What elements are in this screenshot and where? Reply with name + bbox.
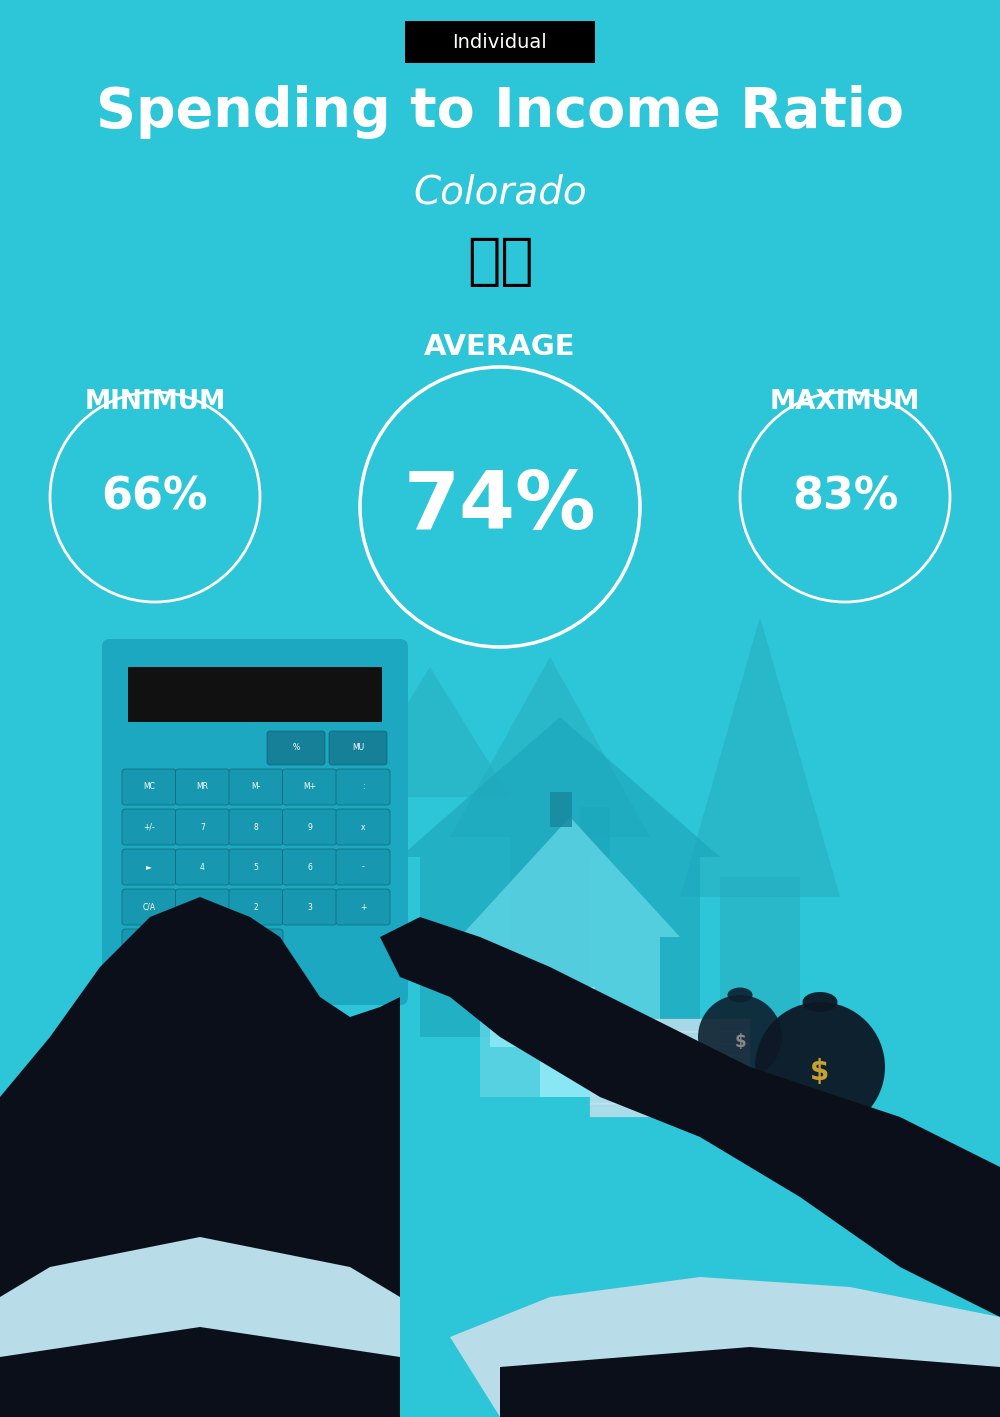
Text: +/-: +/- xyxy=(143,822,155,832)
Text: 0: 0 xyxy=(254,942,258,951)
FancyBboxPatch shape xyxy=(336,849,390,886)
Bar xyxy=(590,1067,750,1081)
Bar xyxy=(590,1056,750,1068)
Text: ►: ► xyxy=(146,863,152,871)
Text: 4: 4 xyxy=(200,863,205,871)
Circle shape xyxy=(755,1002,885,1132)
FancyBboxPatch shape xyxy=(329,731,387,765)
Text: M-: M- xyxy=(251,782,261,792)
Ellipse shape xyxy=(728,988,753,1002)
FancyBboxPatch shape xyxy=(229,888,283,925)
Polygon shape xyxy=(500,1348,1000,1417)
Text: 9: 9 xyxy=(307,822,312,832)
Text: Colorado: Colorado xyxy=(413,173,587,211)
Bar xyxy=(590,1019,750,1033)
Text: 00: 00 xyxy=(144,942,154,951)
Polygon shape xyxy=(0,1326,400,1417)
FancyBboxPatch shape xyxy=(229,809,283,845)
FancyBboxPatch shape xyxy=(336,809,390,845)
FancyBboxPatch shape xyxy=(283,849,336,886)
Text: +: + xyxy=(360,903,366,911)
Bar xyxy=(720,877,800,1097)
Text: M+: M+ xyxy=(303,782,316,792)
Text: 66%: 66% xyxy=(102,476,208,519)
Bar xyxy=(550,988,595,1047)
Bar xyxy=(420,857,700,1037)
Polygon shape xyxy=(0,897,400,1417)
FancyBboxPatch shape xyxy=(102,639,408,1005)
FancyBboxPatch shape xyxy=(176,849,230,886)
Text: 1: 1 xyxy=(200,903,205,911)
Bar xyxy=(580,808,610,857)
FancyBboxPatch shape xyxy=(283,809,336,845)
Ellipse shape xyxy=(802,992,837,1012)
Text: 2: 2 xyxy=(254,903,258,911)
Circle shape xyxy=(698,995,782,1078)
Text: .: . xyxy=(201,942,204,951)
Text: Individual: Individual xyxy=(453,33,547,51)
Text: %: % xyxy=(292,744,300,752)
Bar xyxy=(590,1043,750,1057)
Text: -: - xyxy=(362,863,364,871)
Bar xyxy=(550,792,572,828)
FancyBboxPatch shape xyxy=(336,888,390,925)
FancyBboxPatch shape xyxy=(176,888,230,925)
Polygon shape xyxy=(450,657,650,837)
Bar xyxy=(590,1078,750,1093)
FancyBboxPatch shape xyxy=(122,769,176,805)
Text: MR: MR xyxy=(197,782,209,792)
Text: MAXIMUM: MAXIMUM xyxy=(770,390,920,415)
Text: 🇺🇸: 🇺🇸 xyxy=(467,235,533,289)
Polygon shape xyxy=(460,818,680,937)
Text: MINIMUM: MINIMUM xyxy=(84,390,226,415)
Text: 74%: 74% xyxy=(404,468,596,546)
FancyBboxPatch shape xyxy=(122,888,176,925)
FancyBboxPatch shape xyxy=(229,769,283,805)
FancyBboxPatch shape xyxy=(405,21,595,62)
FancyBboxPatch shape xyxy=(283,769,336,805)
FancyBboxPatch shape xyxy=(229,849,283,886)
Text: 83%: 83% xyxy=(792,476,898,519)
Polygon shape xyxy=(400,717,720,857)
Text: 3: 3 xyxy=(307,903,312,911)
Text: 6: 6 xyxy=(307,863,312,871)
Polygon shape xyxy=(380,917,1000,1417)
Bar xyxy=(590,1032,750,1044)
Text: MU: MU xyxy=(352,744,364,752)
Bar xyxy=(128,667,382,723)
Text: Spending to Income Ratio: Spending to Income Ratio xyxy=(96,85,904,139)
Text: :: : xyxy=(362,782,364,792)
FancyBboxPatch shape xyxy=(229,930,283,965)
Text: AVERAGE: AVERAGE xyxy=(424,333,576,361)
Text: 5: 5 xyxy=(254,863,258,871)
FancyBboxPatch shape xyxy=(267,731,325,765)
Polygon shape xyxy=(350,667,510,796)
FancyBboxPatch shape xyxy=(122,809,176,845)
FancyBboxPatch shape xyxy=(122,930,176,965)
FancyBboxPatch shape xyxy=(176,769,230,805)
Text: x: x xyxy=(361,822,365,832)
Polygon shape xyxy=(0,1237,400,1417)
Bar xyxy=(490,988,535,1047)
Polygon shape xyxy=(680,616,840,897)
Text: 8: 8 xyxy=(254,822,258,832)
FancyBboxPatch shape xyxy=(176,930,230,965)
Bar xyxy=(510,837,590,1037)
Text: C/A: C/A xyxy=(142,903,156,911)
Bar xyxy=(590,1102,750,1117)
Polygon shape xyxy=(450,1277,1000,1417)
Text: $: $ xyxy=(810,1058,830,1085)
Bar xyxy=(590,1091,750,1105)
FancyBboxPatch shape xyxy=(336,769,390,805)
FancyBboxPatch shape xyxy=(122,849,176,886)
Text: MC: MC xyxy=(143,782,155,792)
Bar xyxy=(480,937,660,1097)
Text: 7: 7 xyxy=(200,822,205,832)
Bar xyxy=(540,1007,590,1097)
FancyBboxPatch shape xyxy=(176,809,230,845)
FancyBboxPatch shape xyxy=(283,888,336,925)
Text: $: $ xyxy=(734,1033,746,1051)
